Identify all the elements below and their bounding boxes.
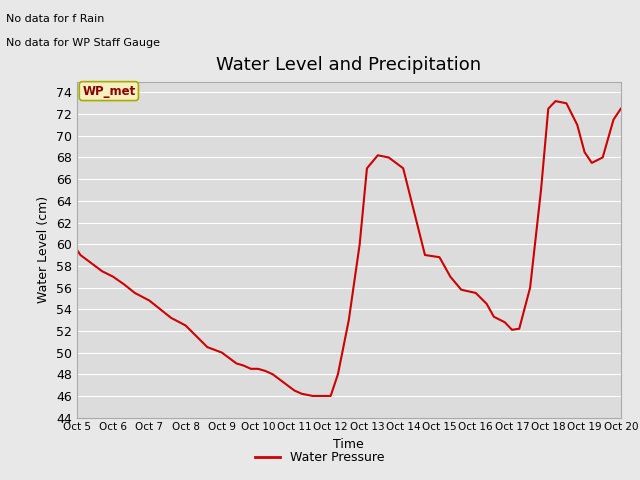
Text: No data for f Rain: No data for f Rain xyxy=(6,14,105,24)
X-axis label: Time: Time xyxy=(333,438,364,451)
Title: Water Level and Precipitation: Water Level and Precipitation xyxy=(216,57,481,74)
Text: No data for WP Staff Gauge: No data for WP Staff Gauge xyxy=(6,38,161,48)
Legend: Water Pressure: Water Pressure xyxy=(250,446,390,469)
Y-axis label: Water Level (cm): Water Level (cm) xyxy=(37,196,51,303)
Text: WP_met: WP_met xyxy=(83,84,136,97)
